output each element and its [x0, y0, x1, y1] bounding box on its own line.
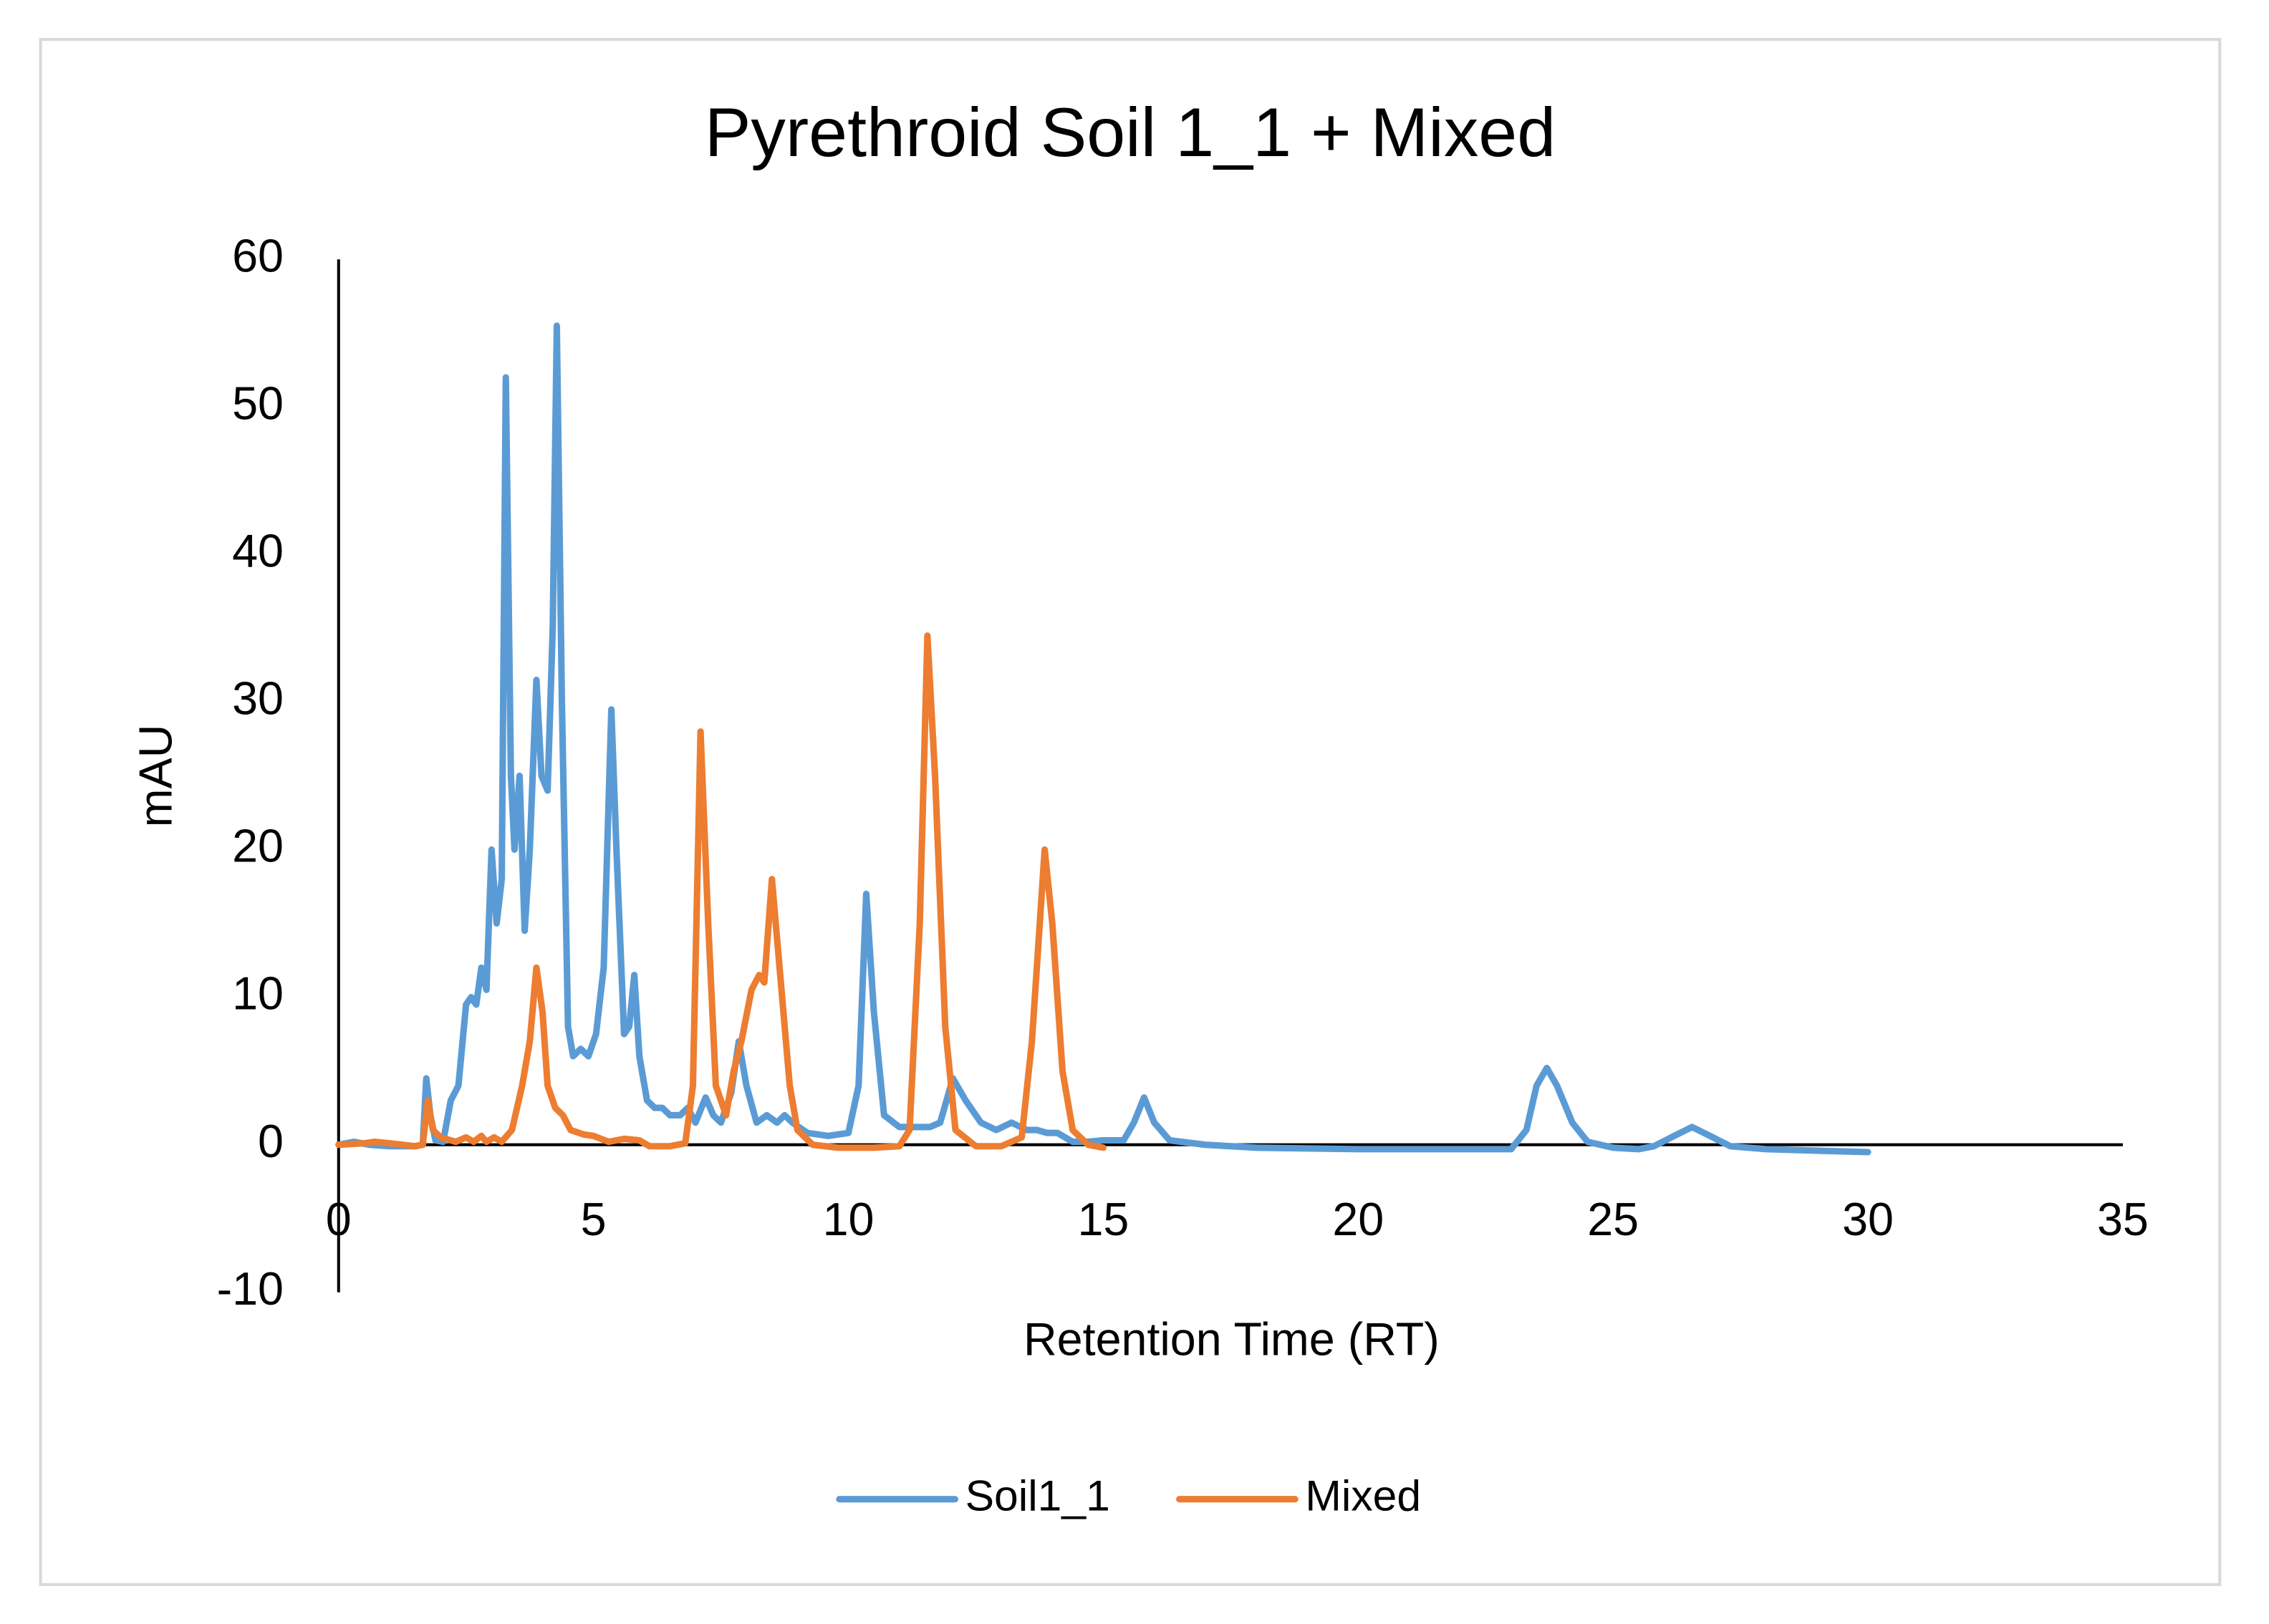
x-tick-label: 30	[1842, 1193, 1894, 1245]
x-tick-label: 20	[1332, 1193, 1384, 1245]
y-tick-label: 30	[232, 672, 284, 725]
chart-border	[39, 38, 2222, 1586]
y-tick-label: 40	[232, 524, 284, 576]
x-tick-label: 25	[1587, 1193, 1639, 1245]
x-axis-title: Retention Time (RT)	[1023, 1313, 1440, 1366]
x-tick-label: 10	[823, 1193, 875, 1245]
legend-label: Mixed	[1305, 1471, 1421, 1520]
y-tick-label: 0	[258, 1115, 284, 1167]
y-tick-label: 50	[232, 377, 284, 429]
y-tick-label: 20	[232, 820, 284, 872]
y-axis-title: mAU	[129, 725, 181, 828]
chart-title: Pyrethroid Soil 1_1 + Mixed	[705, 93, 1556, 171]
y-tick-label: -10	[217, 1262, 284, 1315]
series-line	[335, 632, 1107, 1151]
x-tick-label: 35	[2097, 1193, 2149, 1245]
x-tick-label: 5	[581, 1193, 607, 1245]
x-tick-label: 15	[1077, 1193, 1129, 1245]
legend-label: Soil1_1	[965, 1471, 1110, 1520]
y-tick-label: 60	[232, 229, 284, 281]
y-tick-label: 10	[232, 967, 284, 1020]
